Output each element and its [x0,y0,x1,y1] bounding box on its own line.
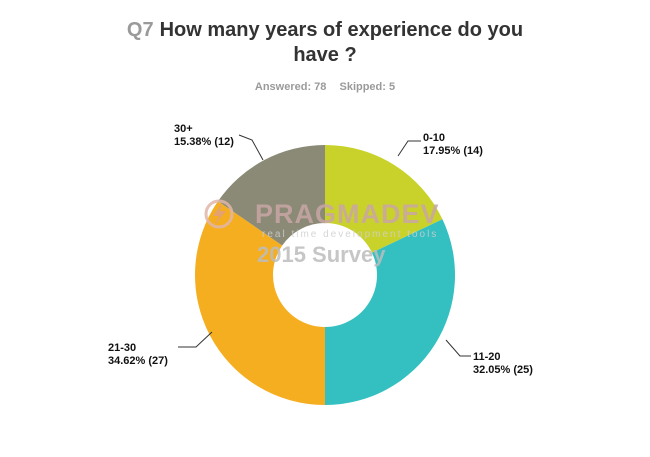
watermark-logo-icon [204,199,234,229]
leader-line [178,331,213,348]
answered-count: Answered: 78 [254,81,327,93]
watermark-bolt-icon [213,203,226,226]
leader-line [238,134,264,161]
watermark-brand: PRAGMADEV [255,199,440,229]
slice-0-10[interactable] [325,145,443,253]
skipped-count: Skipped: 5 [339,81,396,93]
slices-group [195,145,455,405]
slice-value-label: 32.05% (25) [473,364,533,376]
response-stats: Answered: 78 Skipped: 5 [0,81,650,93]
slice-value-label: 17.95% (14) [423,145,483,157]
watermark: PRAGMADEV real time development tools 20… [204,199,440,267]
watermark-survey: 2015 Survey [257,242,386,267]
slice-category-label: 21-30 [108,342,136,354]
chart-title: Q7 How many years of experience do you ha… [0,18,650,68]
slice-11-20[interactable] [325,219,455,405]
slice-30[interactable] [218,145,325,246]
slice-value-label: 34.62% (27) [108,355,168,367]
slice-category-label: 0-10 [423,132,445,144]
leader-line [445,339,471,357]
question-number: Q7 [126,19,154,41]
slice-value-label: 15.38% (12) [174,136,234,148]
watermark-tagline: real time development tools [262,229,438,240]
slice-category-label: 11-20 [473,351,501,363]
slice-21-30[interactable] [195,201,325,405]
title-line-2: have ? [293,44,357,66]
title-line-1: How many years of experience do you [159,19,524,41]
leader-line [397,140,421,157]
slice-category-label: 30+ [174,123,193,135]
